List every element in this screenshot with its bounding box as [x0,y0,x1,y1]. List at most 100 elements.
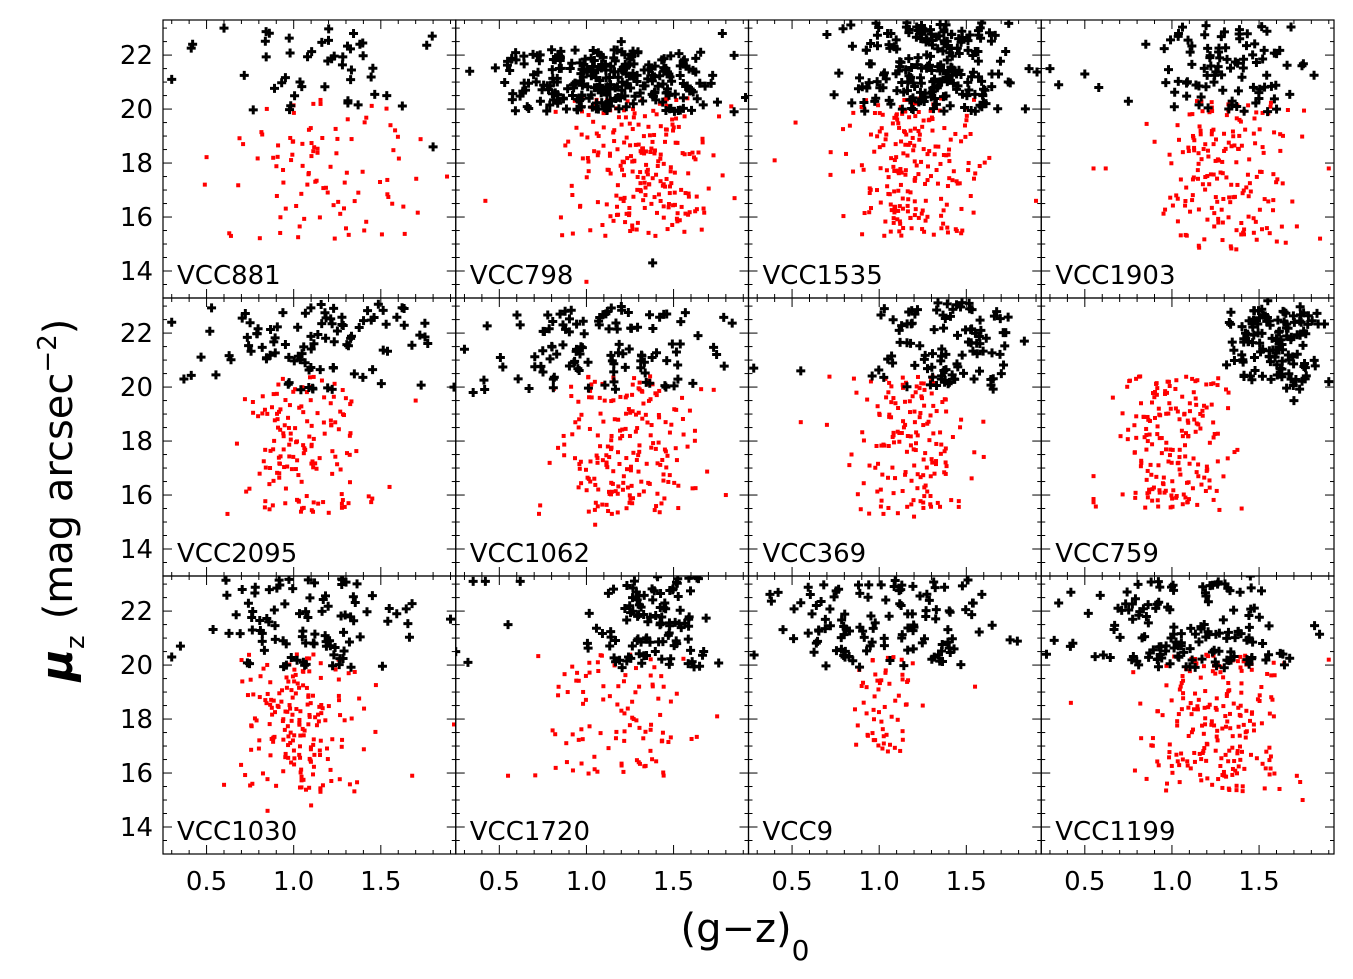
red-point [622,738,627,743]
black-point [932,380,942,390]
black-point [482,321,492,331]
black-point [1229,345,1239,355]
black-point [673,360,683,370]
red-point [288,135,293,140]
red-point [260,411,265,416]
red-point [635,426,640,431]
red-point [960,228,965,233]
red-point [579,761,584,766]
panel-ticks [748,298,1042,576]
red-point [903,142,908,147]
black-point [622,615,632,625]
red-point [886,191,891,196]
red-point [618,394,623,399]
red-point [858,507,863,512]
red-point [632,158,637,163]
red-point [922,494,927,499]
black-point [498,362,508,372]
red-point [329,778,334,783]
red-point [1196,151,1201,156]
red-point [881,143,886,148]
black-point [480,385,490,395]
red-point [402,231,407,236]
black-point [990,30,1000,40]
black-point [179,374,189,384]
black-point [836,644,846,654]
black-point [1065,641,1075,651]
red-point [1168,447,1173,452]
red-point [283,486,288,491]
black-point [242,332,252,342]
svg-text:μz(mag arcsec−2): μz(mag arcsec−2) [32,319,91,684]
red-point [855,492,860,497]
red-point [646,480,651,485]
red-point [594,131,599,136]
red-point [627,723,632,728]
black-point [246,346,256,356]
red-point [391,148,396,153]
red-point [413,398,418,403]
black-point [352,579,362,589]
red-point [1211,420,1216,425]
black-point [657,654,667,664]
black-point [974,366,984,376]
red-point [1196,243,1201,248]
red-point [580,156,585,161]
red-point [320,706,325,711]
red-point [570,193,575,198]
red-point [301,443,306,448]
red-point [661,204,666,209]
red-point [294,707,299,712]
red-point [576,678,581,683]
red-point [1185,763,1190,768]
red-point [577,466,582,471]
red-point [312,752,317,757]
red-point [236,183,241,188]
black-point [260,36,270,46]
x-tick-label: 0.5 [479,867,520,897]
black-point [729,107,739,117]
red-point [1110,395,1115,400]
black-point [523,78,533,88]
red-point [268,448,273,453]
black-point [1165,605,1175,615]
black-point [897,104,907,114]
red-point [1235,751,1240,756]
red-point [886,390,891,395]
black-point [299,342,309,352]
red-point [274,164,279,169]
black-point [910,309,920,319]
red-point [354,449,359,454]
black-point [583,357,593,367]
black-point [972,349,982,359]
black-point [343,96,353,106]
red-point [1218,763,1223,768]
red-point [1153,389,1158,394]
black-point [1203,103,1213,113]
red-point [630,382,635,387]
red-point [1216,158,1221,163]
black-point [323,601,333,611]
red-point [914,163,919,168]
red-point [1185,759,1190,764]
red-point [576,485,581,490]
red-point [643,149,648,154]
red-point [914,384,919,389]
red-point [1167,401,1172,406]
red-point [286,755,291,760]
black-point [627,49,637,59]
red-point [297,224,302,229]
red-point [879,719,884,724]
black-point [1272,370,1282,380]
panel-points [455,576,724,778]
black-point [912,22,922,32]
black-point [970,89,980,99]
red-point [634,457,639,462]
red-point [248,677,253,682]
red-point [971,210,976,215]
red-point [1215,383,1220,388]
red-point [1183,454,1188,459]
red-point [868,206,873,211]
red-point [1154,474,1159,479]
black-point [404,632,414,642]
